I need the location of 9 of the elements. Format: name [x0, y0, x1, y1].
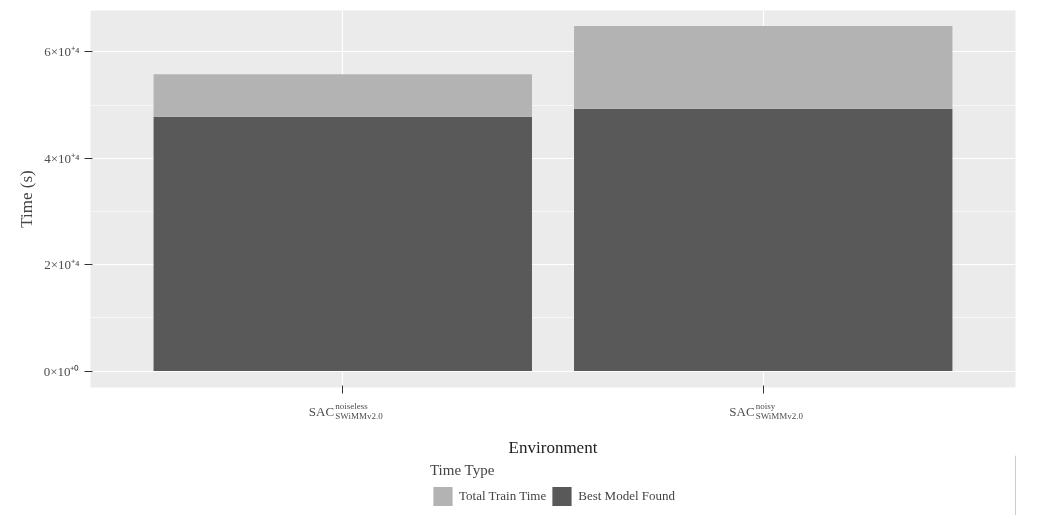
y-axis-title: Time (s)	[16, 170, 36, 228]
legend-label: Total Train Time	[458, 488, 547, 504]
legend-title: Time Type	[429, 462, 496, 479]
y-tick-label: 0×10⁺⁰	[43, 363, 80, 379]
legend-label: Best Model Found	[578, 488, 676, 504]
y-tick-label: 6×10⁺⁴	[44, 44, 80, 60]
y-tick-label: 4×10⁺⁴	[44, 150, 80, 166]
x-axis-title: Environment	[508, 438, 598, 457]
y-tick-label: 2×10⁺⁴	[44, 257, 80, 273]
